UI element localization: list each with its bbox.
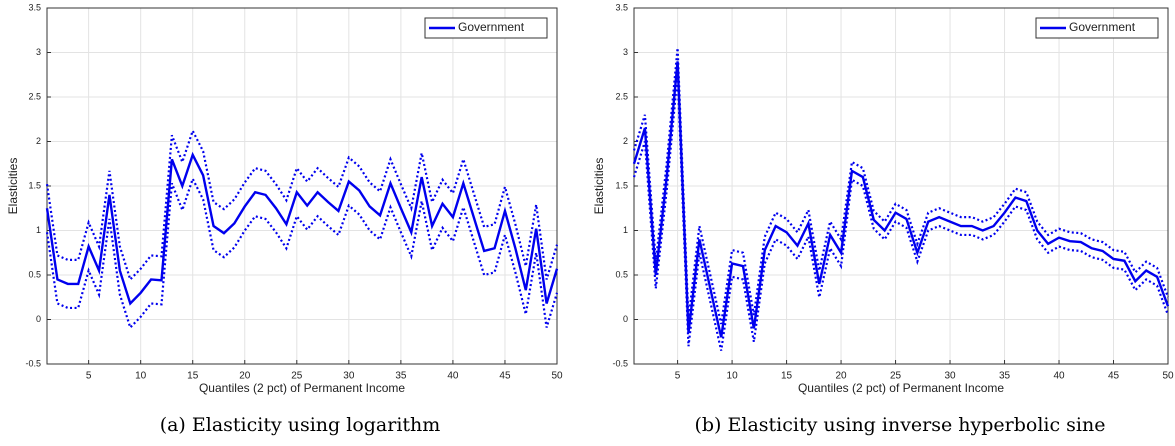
x-tick-label: 50 [1162, 371, 1174, 382]
x-tick-label: 35 [999, 371, 1011, 382]
y-tick-label: 3 [36, 47, 41, 57]
x-tick-label: 40 [1053, 371, 1065, 382]
data-line [45, 127, 559, 282]
x-tick-label: 30 [944, 371, 956, 382]
y-tick-label: 3 [623, 47, 628, 57]
y-tick-label: -0.5 [25, 358, 41, 368]
x-tick-label: 45 [499, 371, 511, 382]
x-tick-label: 15 [187, 371, 199, 382]
data-line [632, 61, 1170, 338]
y-tick-label: 0.5 [615, 269, 628, 279]
legend-label: Government [458, 20, 525, 34]
y-tick-label: 2.5 [615, 91, 628, 101]
data-line [632, 47, 1170, 325]
x-tick-label: 10 [135, 371, 147, 382]
y-tick-label: 2 [623, 136, 628, 146]
legend-box [424, 17, 548, 39]
x-tick-label: 10 [727, 371, 739, 382]
y-tick-label: 1.5 [28, 180, 41, 190]
y-tick-label: 0 [36, 314, 41, 324]
y-axis-label: Elasticities [6, 158, 20, 215]
y-tick-label: 1 [623, 225, 628, 235]
x-tick-label: 45 [1108, 371, 1120, 382]
y-tick-label: 3.5 [28, 2, 41, 12]
caption: (a) Elasticity using logarithm [160, 414, 441, 436]
x-tick-label: 15 [781, 371, 793, 382]
data-line [45, 176, 559, 330]
y-tick-label: 3.5 [615, 2, 628, 12]
data-line [632, 74, 1170, 351]
x-axis-label: Quantiles (2 pct) of Permanent Income [199, 381, 405, 395]
legend-label: Government [1069, 20, 1136, 34]
y-tick-label: 2.5 [28, 91, 41, 101]
y-tick-label: 2 [36, 136, 41, 146]
y-axis-label: Elasticities [592, 158, 606, 215]
x-tick-label: 25 [291, 371, 303, 382]
caption: (b) Elasticity using inverse hyperbolic … [694, 414, 1105, 436]
y-tick-label: 0 [623, 314, 628, 324]
y-tick-label: 0.5 [28, 269, 41, 279]
x-tick-label: 20 [239, 371, 251, 382]
x-tick-label: 40 [447, 371, 459, 382]
x-tick-label: 20 [835, 371, 847, 382]
x-tick-label: 35 [395, 371, 407, 382]
x-tick-label: 50 [551, 371, 563, 382]
data-line [45, 151, 559, 306]
y-tick-label: 1 [36, 225, 41, 235]
x-tick-label: 30 [343, 371, 355, 382]
y-tick-label: 1.5 [615, 180, 628, 190]
x-axis-label: Quantiles (2 pct) of Permanent Income [798, 381, 1004, 395]
x-tick-label: 5 [86, 371, 92, 382]
y-tick-label: -0.5 [612, 358, 628, 368]
x-tick-label: 25 [890, 371, 902, 382]
x-tick-label: 5 [675, 371, 681, 382]
legend-box [1035, 17, 1159, 39]
axes-frame [633, 7, 1169, 365]
